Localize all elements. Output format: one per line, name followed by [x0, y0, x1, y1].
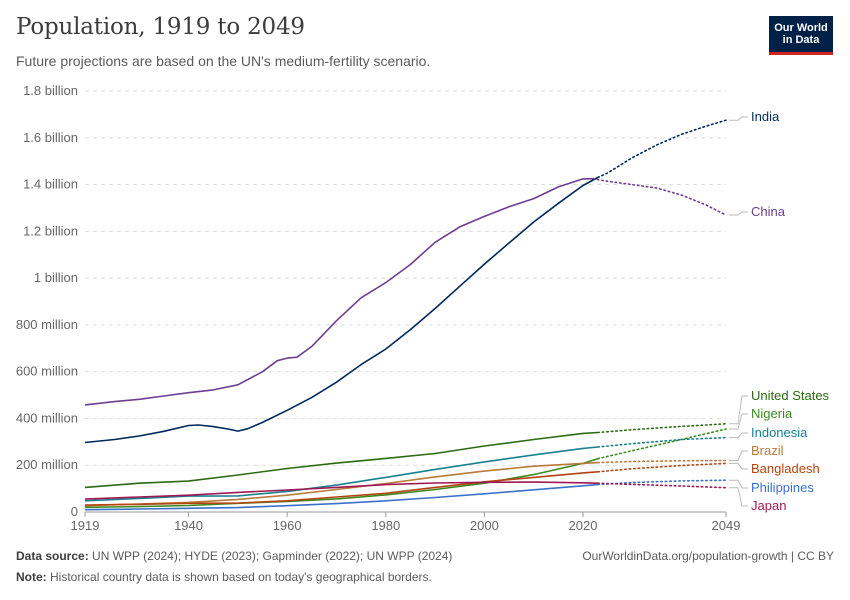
y-tick-label: 1.4 billion	[23, 177, 78, 192]
series-label-indonesia: Indonesia	[751, 425, 808, 440]
note-label: Note:	[16, 570, 47, 584]
x-tick-label: 1960	[273, 518, 302, 533]
note-text: Historical country data is shown based o…	[50, 570, 432, 584]
leader-line-brazil	[729, 450, 748, 461]
y-tick-label: 1.8 billion	[23, 83, 78, 98]
projection-line-bangladesh	[596, 462, 727, 473]
logo-line-2: in Data	[782, 34, 820, 46]
leader-line-bangladesh	[729, 462, 748, 470]
leader-line-united-states	[729, 395, 748, 425]
leader-line-india	[729, 116, 748, 121]
data-source-text: UN WPP (2024); HYDE (2023); Gapminder (2…	[92, 549, 453, 563]
y-tick-label: 1.2 billion	[23, 223, 78, 238]
series-label-india: India	[751, 109, 780, 124]
series-line-japan	[84, 481, 598, 500]
series-line-philippines	[84, 483, 598, 511]
leader-line-nigeria	[729, 413, 748, 430]
owid-logo[interactable]: Our World in Data	[769, 16, 833, 55]
x-tick-label: 1940	[174, 518, 203, 533]
leader-line-china	[729, 211, 748, 216]
leader-line-indonesia	[729, 432, 748, 439]
projection-line-japan	[596, 482, 727, 489]
leader-line-japan	[729, 487, 748, 507]
line-chart: 0 200 million 400 million 600 million 800 mi…	[16, 83, 830, 533]
y-tick-label: 1.6 billion	[23, 130, 78, 145]
y-tick-label: 200 million	[16, 457, 78, 472]
series-label-bangladesh: Bangladesh	[751, 461, 820, 476]
y-tick-label: 800 million	[16, 317, 78, 332]
series-line-india	[84, 176, 599, 444]
x-tick-label: 2020	[569, 518, 598, 533]
series-label-nigeria: Nigeria	[751, 406, 793, 421]
chart-subtitle: Future projections are based on the UN's…	[16, 53, 431, 69]
projection-line-united-states	[596, 422, 727, 434]
data-source-label: Data source:	[16, 549, 89, 563]
logo-line-1: Our World	[774, 22, 828, 34]
series-line-china	[84, 177, 593, 406]
series-label-china: China	[751, 204, 786, 219]
source-link[interactable]: OurWorldinData.org/population-growth | C…	[582, 549, 834, 563]
projection-line-brazil	[596, 459, 727, 464]
series-line-united-states	[84, 431, 598, 489]
x-tick-label: 1919	[71, 518, 100, 533]
leader-line-philippines	[729, 479, 748, 489]
series-label-philippines: Philippines	[751, 480, 814, 495]
series-label-united-states: United States	[751, 388, 830, 403]
projection-line-india	[596, 119, 727, 179]
y-tick-label: 0	[71, 504, 78, 519]
x-tick-label: 2049	[712, 518, 741, 533]
series-line-bangladesh	[84, 471, 598, 506]
projection-line-china	[592, 177, 727, 216]
y-tick-label: 600 million	[16, 364, 78, 379]
data-source: Data source: UN WPP (2024); HYDE (2023);…	[16, 549, 452, 563]
projection-line-nigeria	[596, 428, 727, 460]
series-line-nigeria	[84, 457, 599, 509]
y-tick-label: 400 million	[16, 410, 78, 425]
series-line-indonesia	[84, 446, 598, 502]
series-label-brazil: Brazil	[751, 443, 784, 458]
chart-note: Note: Historical country data is shown b…	[16, 570, 432, 584]
y-tick-label: 1 billion	[34, 270, 78, 285]
projection-line-indonesia	[596, 436, 727, 448]
chart-title: Population, 1919 to 2049	[16, 14, 305, 40]
x-tick-label: 1980	[371, 518, 400, 533]
x-tick-label: 2000	[470, 518, 499, 533]
series-label-japan: Japan	[751, 498, 786, 513]
